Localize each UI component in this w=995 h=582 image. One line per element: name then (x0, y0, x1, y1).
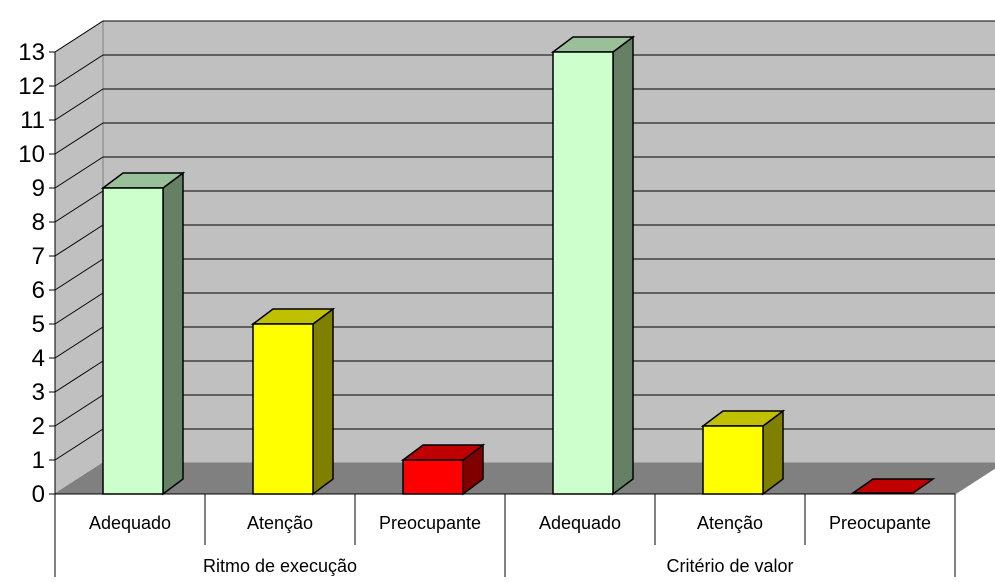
y-tick-label: 0 (32, 481, 45, 508)
x-tick-label: Adequado (89, 513, 171, 533)
y-tick-label: 7 (32, 243, 45, 270)
bar-side (162, 171, 184, 496)
y-tick-label: 11 (20, 107, 45, 134)
gridline-side (54, 428, 104, 461)
gridline-side (54, 54, 104, 87)
gridline-side (54, 190, 104, 223)
y-tick-label: 10 (18, 141, 45, 168)
y-tick-label: 1 (32, 447, 45, 474)
bar (102, 187, 164, 495)
bar (252, 323, 314, 495)
bar (402, 459, 464, 495)
x-tick-label: Adequado (539, 513, 621, 533)
x-group-label: Critério de valor (666, 556, 793, 576)
back-wall (102, 20, 995, 464)
x-tick-label: Atenção (697, 513, 763, 533)
y-tick-label: 8 (32, 209, 45, 236)
x-tick-label: Preocupante (379, 513, 481, 533)
y-tick-label: 5 (32, 311, 45, 338)
bar (552, 51, 614, 495)
bar (702, 425, 764, 495)
y-tick-label: 3 (32, 379, 45, 406)
bar-side (612, 35, 634, 496)
x-group-label: Ritmo de execução (203, 556, 357, 576)
y-tick-label: 13 (18, 39, 45, 66)
gridline-side (54, 156, 104, 189)
y-tick-label: 12 (18, 73, 45, 100)
x-tick-label: Atenção (247, 513, 313, 533)
y-tick-label: 9 (32, 175, 45, 202)
gridline-side (54, 20, 104, 53)
side-wall (54, 20, 104, 495)
y-tick-label: 4 (32, 345, 45, 372)
bar (850, 478, 936, 494)
gridline-side (54, 258, 104, 291)
gridline-side (54, 122, 104, 155)
bar-side (312, 307, 334, 496)
gridline-side (54, 224, 104, 257)
gridline-side (54, 394, 104, 427)
x-tick-label: Preocupante (829, 513, 931, 533)
y-tick-label: 2 (32, 413, 45, 440)
gridline-side (54, 292, 104, 325)
gridline-side (54, 326, 104, 359)
floor (53, 462, 995, 495)
y-tick-label: 6 (32, 277, 45, 304)
gridline-side (54, 88, 104, 121)
gridline-side (54, 360, 104, 393)
